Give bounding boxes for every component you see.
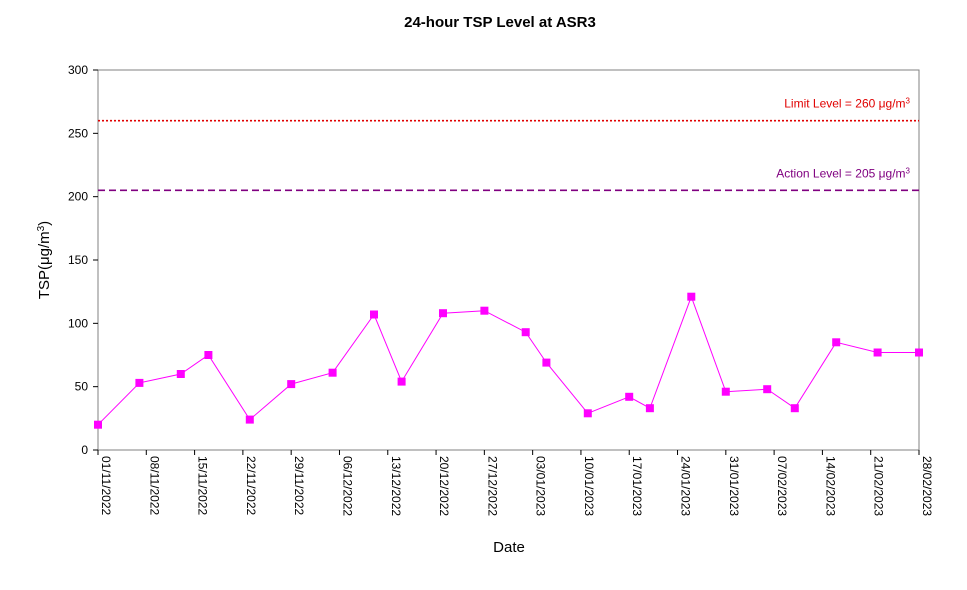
reference-lines: Limit Level = 260 μg/m3 Action Level = 20…: [98, 96, 919, 192]
plot-area: [97, 69, 920, 451]
data-point: [94, 420, 102, 429]
x-tick-label: 17/01/2023: [630, 456, 644, 516]
x-tick-label: 01/11/2022: [99, 456, 113, 515]
data-point: [645, 404, 654, 413]
x-tick-label: 28/02/2023: [920, 456, 934, 516]
data-point: [873, 348, 882, 357]
data-point: [245, 415, 254, 424]
data-point: [480, 306, 489, 315]
x-tick-label: 13/12/2022: [389, 456, 403, 516]
action-level-label: Action Level = 205 μg/m3: [776, 166, 910, 181]
data-point: [176, 370, 185, 378]
y-tick-label: 150: [68, 253, 88, 267]
data-point: [370, 310, 378, 319]
data-point: [790, 404, 799, 413]
data-point: [721, 387, 730, 396]
x-tick-label: 15/11/2022: [196, 456, 210, 515]
data-point: [397, 377, 406, 386]
data-point: [625, 392, 634, 401]
limit-level-label: Limit Level = 260 μg/m3: [784, 96, 910, 111]
y-tick-label: 50: [75, 380, 89, 394]
x-tick-label: 24/01/2023: [679, 456, 693, 516]
x-tick-label: 03/01/2023: [534, 456, 548, 516]
y-axis: 0 50 100 150 200 250 300: [68, 63, 98, 457]
chart-title: 24-hour TSP Level at ASR3: [404, 14, 596, 31]
x-tick-label: 29/11/2022: [292, 456, 306, 515]
x-tick-label: 14/02/2023: [823, 456, 837, 516]
x-tick-label: 06/12/2022: [340, 456, 354, 516]
x-tick-label: 08/11/2022: [147, 456, 161, 515]
y-tick-label: 100: [68, 316, 88, 330]
y-tick-label: 200: [68, 190, 88, 204]
data-point: [763, 385, 772, 394]
y-axis-title: TSP(μg/m3): [36, 221, 54, 299]
y-tick-label: 300: [68, 63, 88, 77]
x-axis: 01/11/2022 08/11/2022 15/11/2022 22/11/2022…: [97, 450, 934, 516]
data-point: [687, 292, 696, 301]
x-tick-label: 27/12/2022: [485, 456, 499, 516]
y-tick-label: 250: [68, 126, 88, 140]
data-point: [915, 348, 923, 357]
data-point: [287, 380, 296, 389]
data-point: [204, 351, 213, 359]
x-axis-title: Date: [493, 539, 525, 556]
data-point: [328, 368, 337, 377]
data-point: [439, 309, 447, 318]
data-point: [135, 378, 144, 387]
x-tick-label: 07/02/2023: [775, 456, 789, 516]
y-axis-title-group: TSP(μg/m3): [36, 221, 54, 299]
data-point: [521, 328, 530, 337]
x-tick-label: 21/02/2023: [872, 456, 886, 516]
data-series: [94, 292, 923, 429]
x-tick-label: 10/01/2023: [582, 456, 596, 516]
data-point: [832, 338, 841, 347]
x-tick-label: 20/12/2022: [437, 456, 451, 516]
data-point: [583, 409, 592, 418]
y-tick-label: 0: [81, 443, 88, 457]
x-tick-label: 22/11/2022: [244, 456, 258, 515]
x-tick-label: 31/01/2023: [727, 456, 741, 516]
data-point: [542, 358, 551, 367]
